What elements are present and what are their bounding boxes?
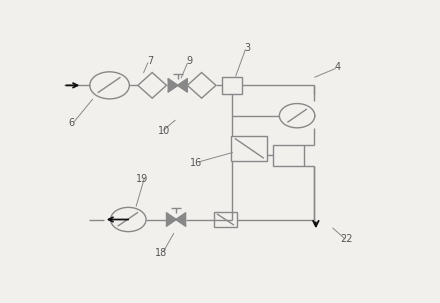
Bar [222, 77, 242, 94]
Text: 4: 4 [335, 62, 341, 72]
Bar [213, 211, 238, 228]
Text: 7: 7 [147, 56, 154, 66]
Polygon shape [176, 213, 186, 226]
Text: 16: 16 [191, 158, 203, 168]
Bar [273, 145, 304, 166]
Bar [231, 136, 267, 161]
Polygon shape [166, 213, 176, 226]
Text: 10: 10 [158, 126, 170, 136]
Text: 19: 19 [136, 174, 148, 184]
Polygon shape [168, 79, 178, 92]
Text: 18: 18 [154, 248, 167, 258]
Polygon shape [178, 79, 187, 92]
Text: 3: 3 [245, 43, 251, 53]
Text: 22: 22 [340, 234, 353, 244]
Text: 6: 6 [68, 118, 74, 128]
Text: 9: 9 [187, 56, 193, 66]
